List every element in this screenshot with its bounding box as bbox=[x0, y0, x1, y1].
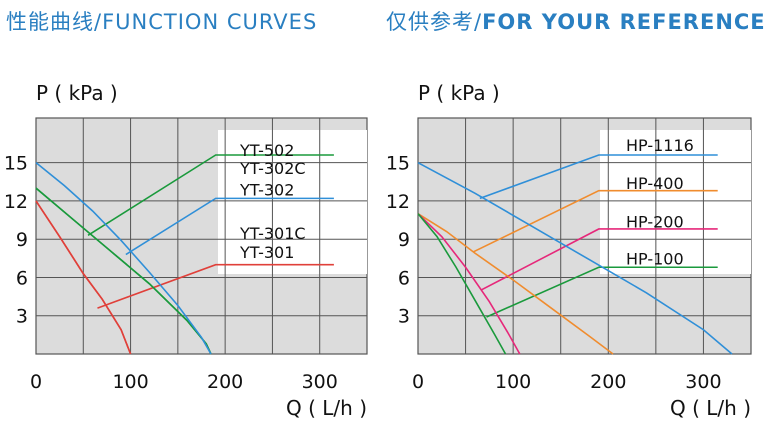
chart-2-legend-box bbox=[600, 130, 751, 274]
chart-2-ytick-label: 12 bbox=[386, 191, 410, 213]
chart-2-xtick-label: 200 bbox=[590, 371, 626, 393]
chart-2-xlabel: Q ( L/h ) bbox=[670, 396, 751, 420]
chart-2-ytick-label: 3 bbox=[398, 306, 410, 328]
chart-1-series-label: YT-302C bbox=[239, 159, 306, 178]
chart-1-header-en: FUNCTION CURVES bbox=[102, 10, 318, 34]
chart-2-xtick-label: 0 bbox=[412, 371, 424, 393]
chart-2-xtick-label: 300 bbox=[685, 371, 721, 393]
chart-1-series-label: YT-301 bbox=[239, 243, 294, 262]
chart-2-series-label: HP-200 bbox=[626, 212, 684, 231]
chart-2-header-en: FOR YOUR REFERENCE bbox=[482, 10, 766, 34]
chart-1-ytick-label: 6 bbox=[16, 267, 28, 289]
chart-1-ytick-label: 3 bbox=[16, 306, 28, 328]
chart-2-header: 仅供参考/FOR YOUR REFERENCE bbox=[386, 6, 766, 36]
chart-2: HP-1116 HP-400 HP-200 HP-100 3 6 9 12 15 0 100 200 3… bbox=[386, 81, 752, 420]
chart-1-leader-line bbox=[97, 263, 334, 309]
chart-1-series-label: YT-502 bbox=[239, 141, 294, 160]
chart-1-ylabel: P ( kPa ) bbox=[36, 81, 118, 105]
chart-2-leader-line bbox=[472, 189, 718, 253]
chart-2-ytick-label: 9 bbox=[398, 229, 410, 251]
chart-2-ytick-label: 6 bbox=[398, 267, 410, 289]
chart-1-header: 性能曲线/FUNCTION CURVES bbox=[6, 6, 317, 36]
chart-1-leader-line bbox=[125, 197, 334, 256]
chart-2-ylabel: P ( kPa ) bbox=[418, 81, 500, 105]
chart-1-leader-line bbox=[87, 154, 334, 237]
chart-1-xtick-label: 300 bbox=[302, 371, 338, 393]
chart-2-series-label: HP-400 bbox=[626, 174, 684, 193]
chart-2-series-label: HP-1116 bbox=[626, 136, 694, 155]
chart-1-xlabel: Q ( L/h ) bbox=[286, 396, 367, 420]
chart-2-leader-line bbox=[479, 154, 718, 200]
chart-1-series-label: YT-302 bbox=[239, 180, 294, 199]
chart-1-xtick-label: 100 bbox=[112, 371, 148, 393]
chart-2-series-label: HP-100 bbox=[626, 249, 684, 268]
chart-2-leader-line bbox=[486, 266, 718, 318]
chart-1-series-label: YT-301C bbox=[239, 224, 306, 243]
chart-2-xtick-label: 100 bbox=[495, 371, 531, 393]
chart-1-legend-box bbox=[218, 130, 367, 274]
chart-1-series-yt-302 bbox=[35, 162, 212, 355]
chart-2-series-hp-200 bbox=[417, 213, 521, 355]
chart-1-series-yt-302c bbox=[35, 187, 212, 355]
chart-2-series-hp-100 bbox=[417, 213, 507, 355]
chart-1-ytick-label: 15 bbox=[4, 153, 28, 175]
chart-1-ytick-label: 12 bbox=[4, 191, 28, 213]
chart-2-header-cn: 仅供参考/ bbox=[386, 10, 483, 34]
chart-2-series-hp-400 bbox=[417, 212, 614, 355]
chart-2-leader-line bbox=[480, 228, 718, 291]
chart-1-xtick-label: 0 bbox=[30, 371, 42, 393]
chart-2-ytick-label: 15 bbox=[386, 153, 410, 175]
chart-1-xtick-label: 200 bbox=[207, 371, 243, 393]
chart-1-header-cn: 性能曲线/ bbox=[6, 10, 103, 34]
chart-1-series-yt-301 bbox=[35, 200, 132, 355]
chart-2-series-hp-1116 bbox=[417, 161, 733, 355]
chart-1-ytick-label: 9 bbox=[16, 229, 28, 251]
